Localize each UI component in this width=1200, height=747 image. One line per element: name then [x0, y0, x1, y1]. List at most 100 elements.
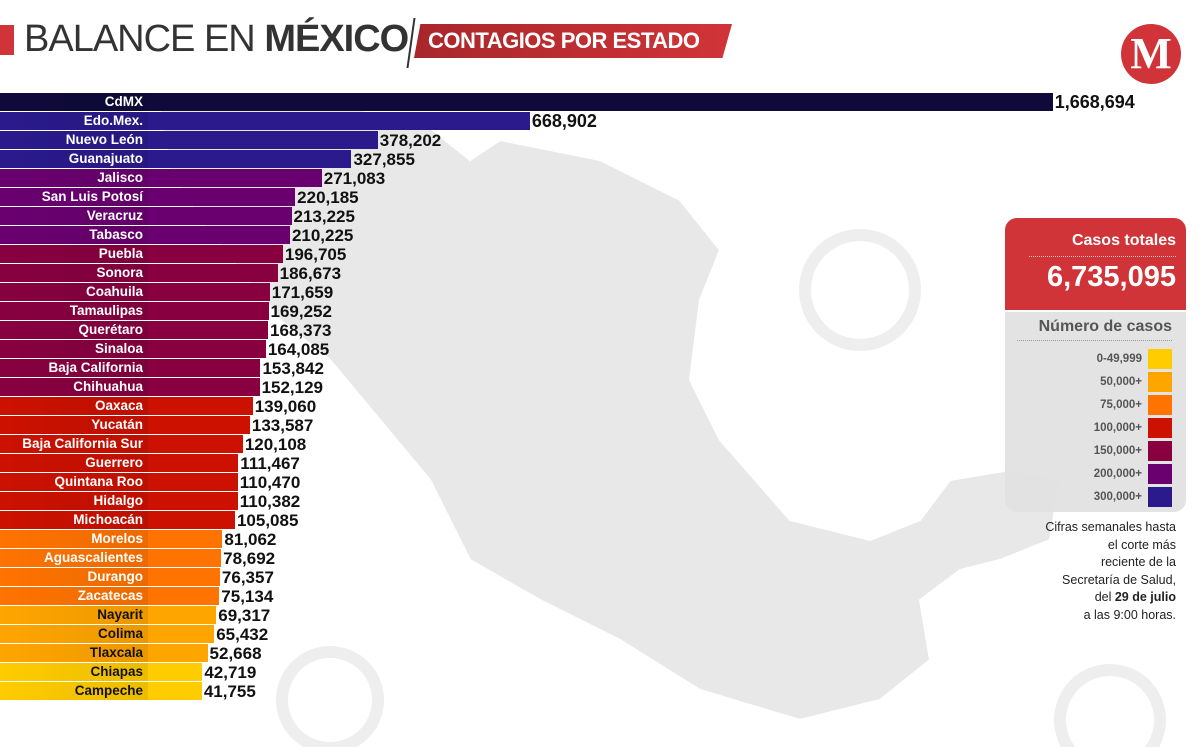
note-line: a las 9:00 horas. — [1083, 607, 1176, 622]
bar-value: 153,842 — [262, 359, 324, 378]
bar — [0, 511, 235, 529]
bar-label: Nuevo León — [65, 132, 143, 147]
bar — [0, 207, 292, 225]
bar-label: CdMX — [104, 94, 143, 109]
bar-value: 111,467 — [240, 454, 300, 473]
total-label: Casos totales — [1029, 232, 1176, 257]
bar-label: Sinaloa — [94, 341, 143, 356]
header-accent — [0, 25, 14, 55]
legend-label: 100,000+ — [1093, 421, 1142, 434]
bar-label: Durango — [87, 569, 144, 584]
bar — [0, 625, 215, 643]
bar — [0, 112, 530, 130]
bar — [0, 340, 266, 358]
bar-label: Guanajuato — [68, 151, 143, 166]
bar-label: Coahuila — [85, 284, 143, 299]
bar-label: Querétaro — [78, 322, 143, 337]
bar — [0, 644, 208, 662]
bar — [0, 549, 222, 567]
bar — [0, 169, 322, 187]
bar-label: Oaxaca — [94, 398, 143, 413]
bar — [0, 93, 1053, 111]
bar — [0, 606, 217, 624]
title-light: BALANCE EN — [24, 18, 265, 60]
bar — [0, 302, 269, 320]
bar-value: 42,719 — [204, 663, 257, 682]
bar-label: Hidalgo — [93, 493, 144, 508]
bar-value: 139,060 — [254, 397, 317, 416]
bar-label: Chihuahua — [73, 379, 143, 394]
bar — [0, 492, 238, 510]
page-title: BALANCE EN MÉXICO — [24, 18, 409, 61]
legend-title: Número de casos — [1017, 318, 1172, 341]
bar-value: 152,129 — [261, 378, 324, 397]
bar-label: Tlaxcala — [89, 645, 143, 660]
legend-item: 100,000+ — [1017, 416, 1172, 439]
legend-label: 50,000+ — [1100, 375, 1142, 388]
bar-value: 1,668,694 — [1054, 92, 1135, 112]
bar-value: 213,225 — [293, 207, 355, 226]
bar-value: 164,085 — [267, 340, 330, 359]
bar — [0, 568, 220, 586]
bar — [0, 321, 269, 339]
legend-item: 300,000+ — [1017, 485, 1172, 508]
legend: Número de casos 0-49,999 50,000+ 75,000+ 10… — [1005, 312, 1186, 512]
bar-label: Veracruz — [86, 208, 143, 223]
total-value: 6,735,095 — [1046, 261, 1176, 293]
bar-value: 41,755 — [203, 682, 256, 701]
bar-label: Quintana Roo — [54, 474, 144, 489]
bar-label: Tamaulipas — [69, 303, 143, 318]
bar — [0, 378, 260, 396]
legend-label: 150,000+ — [1093, 444, 1142, 457]
legend-item: 150,000+ — [1017, 439, 1172, 462]
bar — [0, 682, 202, 700]
title-bold: MÉXICO — [264, 18, 409, 60]
bar-label: Baja California — [48, 360, 143, 375]
bar — [0, 454, 239, 472]
note-line: Cifras semanales hasta — [1045, 520, 1176, 534]
bar-value: 220,185 — [297, 188, 359, 207]
legend-label: 0-49,999 — [1096, 352, 1142, 365]
bar-label: Colima — [97, 626, 143, 641]
source-note: Cifras semanales hasta el corte más reci… — [1010, 519, 1176, 624]
bar-value: 120,108 — [244, 435, 307, 454]
bar-value: 69,317 — [218, 606, 271, 625]
chart-subtitle: CONTAGIOS POR ESTADO — [414, 24, 732, 58]
legend-label: 200,000+ — [1093, 467, 1142, 480]
bar-label: Michoacán — [73, 512, 143, 527]
bar — [0, 473, 238, 491]
legend-swatch — [1148, 463, 1172, 484]
bar — [0, 245, 283, 263]
bar — [0, 264, 278, 282]
bar-label: Edo.Mex. — [83, 113, 143, 128]
bar-value: 65,432 — [216, 625, 269, 644]
bar-value: 171,659 — [271, 283, 334, 302]
legend-item: 0-49,999 — [1017, 347, 1172, 370]
legend-label: 75,000+ — [1100, 398, 1142, 411]
legend-item: 200,000+ — [1017, 462, 1172, 485]
note-line: el corte más — [1107, 537, 1176, 552]
bar-label: Yucatán — [91, 417, 143, 432]
bar — [0, 226, 290, 244]
bar — [0, 435, 243, 453]
bar — [0, 283, 270, 301]
bar-value: 196,705 — [284, 245, 347, 264]
milenio-logo: M — [1121, 24, 1181, 84]
legend-swatch — [1148, 486, 1172, 507]
bar-value: 271,083 — [323, 169, 386, 188]
bar-value: 210,225 — [291, 226, 354, 245]
note-line: Secretaría de Salud, — [1062, 572, 1176, 587]
bar-label: Campeche — [74, 683, 143, 698]
bar-label: Chiapas — [90, 664, 143, 679]
total-cases-box: Casos totales 6,735,095 — [1005, 218, 1186, 310]
bar — [0, 150, 352, 168]
bar — [0, 416, 250, 434]
bar-label: Morelos — [91, 531, 143, 546]
legend-swatch — [1148, 371, 1172, 392]
bar-value: 327,855 — [353, 150, 415, 169]
bar-label: Nayarit — [97, 607, 143, 622]
bar-label: Puebla — [98, 246, 143, 261]
legend-item: 50,000+ — [1017, 370, 1172, 393]
bar-value: 76,357 — [221, 568, 274, 587]
